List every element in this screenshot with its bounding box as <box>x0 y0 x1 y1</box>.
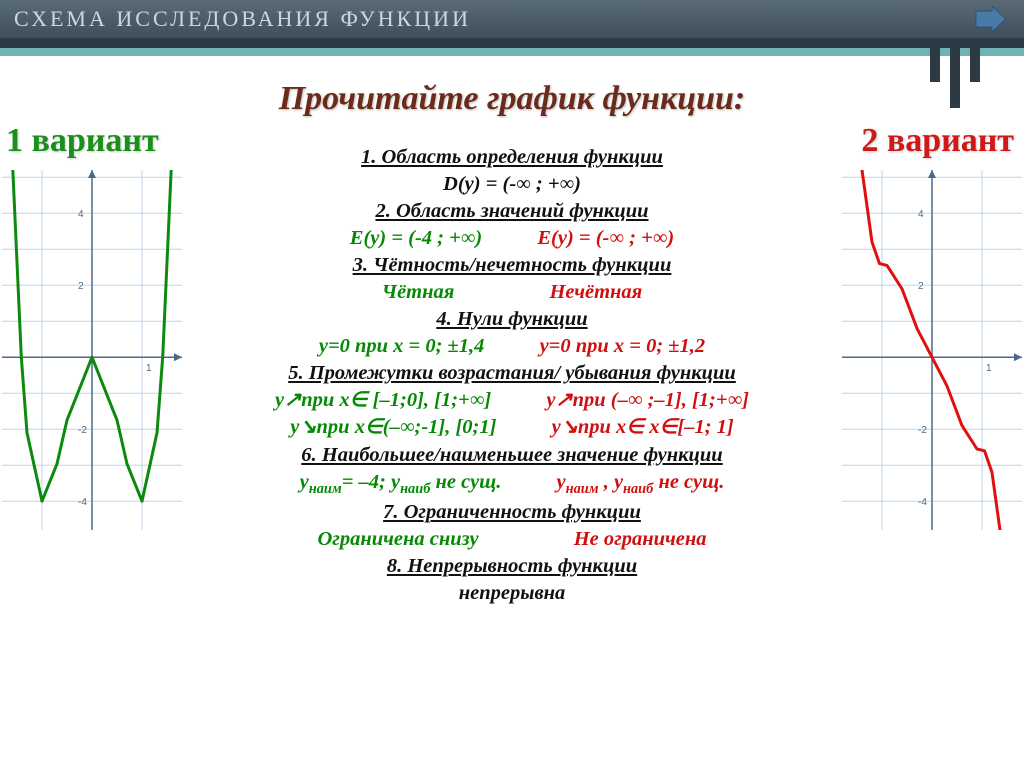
s5-left2: y↘при x∈(–∞;-1], [0;1] <box>290 416 496 438</box>
section-8-heading: 8. Непрерывность функции <box>190 553 834 580</box>
svg-text:-2: -2 <box>78 425 87 436</box>
decor-stripe-dark <box>0 38 1024 48</box>
variant1-label: 1 вариант <box>6 122 159 160</box>
section-8-body: непрерывна <box>190 580 834 607</box>
s4-left: y=0 при x = 0; ±1,4 <box>319 335 485 357</box>
section-7-heading: 7. Ограниченность функции <box>190 499 834 526</box>
svg-text:-2: -2 <box>918 425 927 436</box>
analysis-text: 1. Область определения функции D(y) = (-… <box>190 144 834 761</box>
decor-stripe-teal <box>0 48 1024 56</box>
s3-right: Нечётная <box>549 281 642 303</box>
variant2-label: 2 вариант <box>861 122 1014 160</box>
section-1-heading: 1. Область определения функции <box>190 144 834 171</box>
s2-right: E(y) = (-∞ ; +∞) <box>537 227 674 249</box>
section-4-heading: 4. Нули функции <box>190 306 834 333</box>
s4-right: y=0 при x = 0; ±1,2 <box>540 335 706 357</box>
s5-right1: y↗при (–∞ ;–1], [1;+∞] <box>546 389 749 411</box>
svg-text:4: 4 <box>78 209 84 220</box>
s6-left: yнаим= –4; yнаиб не сущ. <box>300 471 502 493</box>
chart-variant1: -4 -2 2 4 1 <box>2 170 182 530</box>
section-7-row: Ограничена снизу Не ограничена <box>190 526 834 553</box>
section-5-row1: y↗при x∈ [–1;0], [1;+∞] y↗при (–∞ ;–1], … <box>190 387 834 414</box>
slide-header: СХЕМА ИССЛЕДОВАНИЯ ФУНКЦИИ <box>0 0 1024 38</box>
section-5-row2: y↘при x∈(–∞;-1], [0;1] y↘при x∈ x∈[–1; 1… <box>190 414 834 441</box>
s5-left1: y↗при x∈ [–1;0], [1;+∞] <box>275 389 491 411</box>
section-5-heading: 5. Промежутки возрастания/ убывания функ… <box>190 360 834 387</box>
svg-text:-4: -4 <box>78 497 87 508</box>
decor-vbar <box>930 38 940 82</box>
s3-left: Чётная <box>382 281 455 303</box>
svg-text:2: 2 <box>918 281 924 292</box>
svg-text:1: 1 <box>986 363 992 374</box>
section-3-row: Чётная Нечётная <box>190 279 834 306</box>
s7-left: Ограничена снизу <box>318 528 479 550</box>
s7-right: Не ограничена <box>574 528 707 550</box>
s5-right2: y↘при x∈ x∈[–1; 1] <box>552 416 734 438</box>
svg-text:-4: -4 <box>918 497 927 508</box>
s6-right: yнаим , yнаиб не сущ. <box>557 471 725 493</box>
s2-left: E(y) = (-4 ; +∞) <box>350 227 482 249</box>
header-title: СХЕМА ИССЛЕДОВАНИЯ ФУНКЦИИ <box>14 6 471 31</box>
section-4-row: y=0 при x = 0; ±1,4 y=0 при x = 0; ±1,2 <box>190 333 834 360</box>
svg-text:4: 4 <box>918 209 924 220</box>
decor-vbar <box>970 38 980 82</box>
section-3-heading: 3. Чётность/нечетность функции <box>190 252 834 279</box>
main-title: Прочитайте график функции: <box>0 80 1024 118</box>
next-arrow-icon[interactable] <box>974 6 1006 32</box>
section-2-heading: 2. Область значений функции <box>190 198 834 225</box>
section-1-body: D(y) = (-∞ ; +∞) <box>190 171 834 198</box>
section-6-heading: 6. Наибольшее/наименьшее значение функци… <box>190 442 834 469</box>
svg-text:1: 1 <box>146 363 152 374</box>
section-2-row: E(y) = (-4 ; +∞) E(y) = (-∞ ; +∞) <box>190 225 834 252</box>
chart-variant2: -4 -2 2 4 1 <box>842 170 1022 530</box>
section-6-row: yнаим= –4; yнаиб не сущ. yнаим , yнаиб н… <box>190 469 834 499</box>
svg-text:2: 2 <box>78 281 84 292</box>
